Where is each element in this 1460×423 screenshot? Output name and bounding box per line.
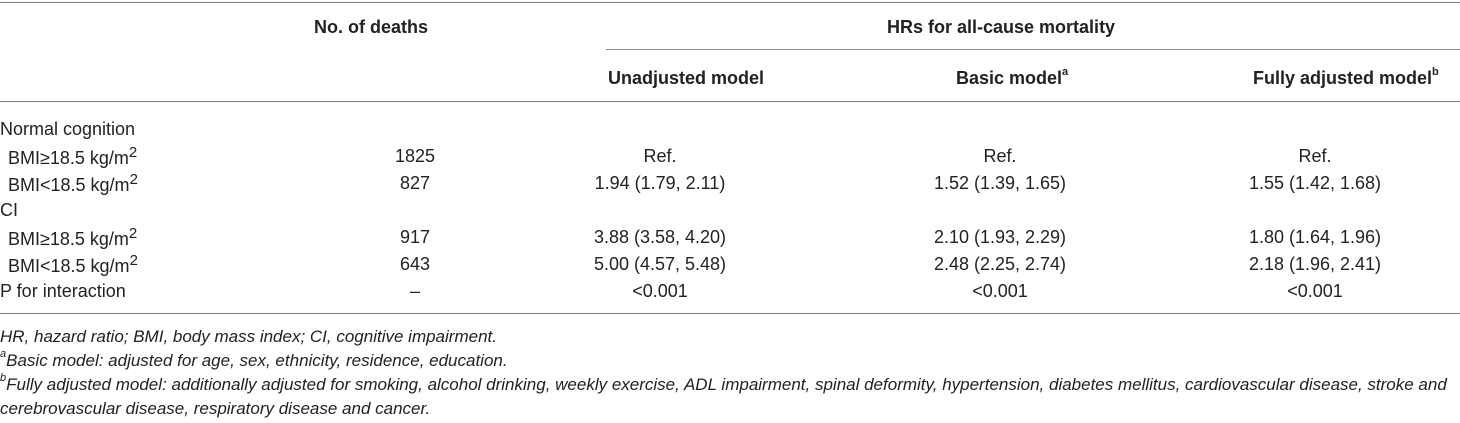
- footnote-a: aBasic model: adjusted for age, sex, eth…: [0, 348, 508, 370]
- deaths-cell: 1825: [394, 146, 436, 166]
- basic-cell: [830, 197, 1170, 224]
- table-row: BMI<18.5 kg/m2 827 1.94 (1.79, 2.11) 1.5…: [0, 170, 1460, 197]
- basic-cell: 2.10 (1.93, 2.29): [933, 227, 1067, 247]
- table-row: BMI<18.5 kg/m2 643 5.00 (4.57, 5.48) 2.4…: [0, 251, 1460, 278]
- fully-adjusted-cell: 1.55 (1.42, 1.68): [1248, 173, 1382, 193]
- basic-cell: Ref.: [983, 146, 1017, 166]
- fully-adjusted-cell: 1.80 (1.64, 1.96): [1248, 227, 1382, 247]
- unadjusted-cell: [490, 197, 830, 224]
- header-basic-model: Basic modela: [956, 66, 1069, 89]
- fully-adjusted-cell: <0.001: [1287, 281, 1343, 301]
- results-table: Normal cognition BMI≥18.5 kg/m2 1825 Ref…: [0, 116, 1460, 305]
- footnote-marker-b: b: [1432, 66, 1439, 78]
- deaths-cell: 827: [399, 173, 431, 193]
- row-label: BMI<18.5 kg/m2: [8, 171, 138, 195]
- row-label: BMI≥18.5 kg/m2: [8, 144, 138, 168]
- table-row: BMI≥18.5 kg/m2 1825 Ref. Ref. Ref.: [0, 143, 1460, 170]
- table-row: P for interaction – <0.001 <0.001 <0.001: [0, 278, 1460, 305]
- table-row: Normal cognition: [0, 116, 1460, 143]
- table-top-rule: [0, 2, 1460, 3]
- deaths-cell: 917: [399, 227, 431, 247]
- table-row: CI: [0, 197, 1460, 224]
- table-row: BMI≥18.5 kg/m2 917 3.88 (3.58, 4.20) 2.1…: [0, 224, 1460, 251]
- deaths-cell: –: [409, 281, 420, 301]
- fully-adjusted-cell: [1170, 116, 1460, 143]
- deaths-cell: [340, 116, 490, 143]
- fully-adjusted-cell: Ref.: [1298, 146, 1332, 166]
- basic-cell: <0.001: [972, 281, 1028, 301]
- unadjusted-cell: Ref.: [643, 146, 677, 166]
- row-label: BMI≥18.5 kg/m2: [8, 225, 138, 249]
- basic-cell: 2.48 (2.25, 2.74): [933, 254, 1067, 274]
- fully-adjusted-cell: 2.18 (1.96, 2.41): [1248, 254, 1382, 274]
- table-footnotes: HR, hazard ratio; BMI, body mass index; …: [0, 325, 1460, 421]
- row-label: Normal cognition: [0, 119, 136, 139]
- header-no-of-deaths: No. of deaths: [314, 17, 429, 37]
- header-bottom-rule: [0, 101, 1460, 102]
- unadjusted-cell: 5.00 (4.57, 5.48): [593, 254, 727, 274]
- header-unadjusted-model: Unadjusted model: [608, 68, 765, 88]
- deaths-cell: 643: [399, 254, 431, 274]
- deaths-cell: [340, 197, 490, 224]
- unadjusted-cell: <0.001: [632, 281, 688, 301]
- row-label: P for interaction: [0, 281, 126, 301]
- unadjusted-cell: [490, 116, 830, 143]
- header-group-underline: [606, 49, 1460, 50]
- row-label: BMI<18.5 kg/m2: [8, 252, 138, 276]
- table-bottom-rule: [0, 313, 1460, 314]
- row-label: CI: [0, 200, 18, 220]
- header-fully-adjusted-model: Fully adjusted modelb: [1253, 66, 1439, 89]
- footnote-b: bFully adjusted model: additionally adju…: [0, 372, 1447, 418]
- basic-cell: [830, 116, 1170, 143]
- footnote-abbreviations: HR, hazard ratio; BMI, body mass index; …: [0, 327, 497, 346]
- basic-cell: 1.52 (1.39, 1.65): [933, 173, 1067, 193]
- unadjusted-cell: 1.94 (1.79, 2.11): [594, 173, 726, 193]
- footnote-marker-a: a: [1062, 66, 1069, 78]
- unadjusted-cell: 3.88 (3.58, 4.20): [593, 227, 727, 247]
- fully-adjusted-cell: [1170, 197, 1460, 224]
- header-hr-group: HRs for all-cause mortality: [887, 17, 1116, 37]
